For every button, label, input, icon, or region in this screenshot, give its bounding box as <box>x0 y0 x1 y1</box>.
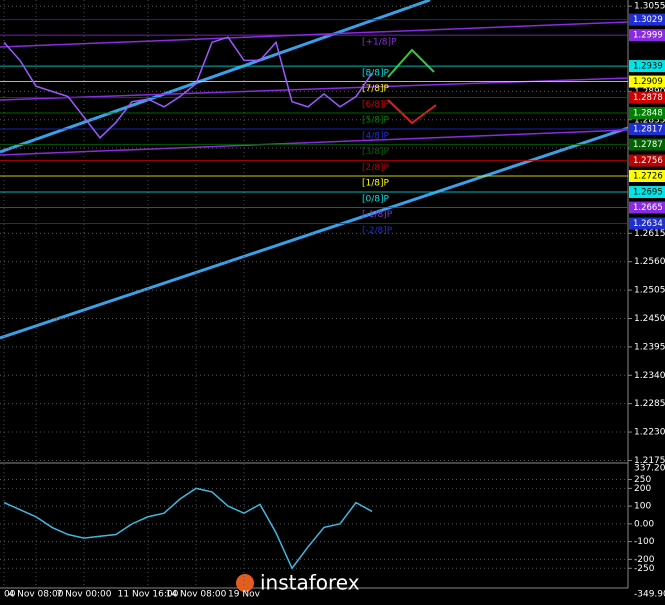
logo <box>236 574 254 592</box>
y-tick-label: -200 <box>634 555 655 565</box>
level-value: 1.3029 <box>633 15 663 25</box>
y-tick-label: 1.2230 <box>634 428 665 438</box>
level-tag: [6/8]P <box>362 100 390 110</box>
watermark: instaforex <box>260 571 360 595</box>
y-tick-label: 1.2560 <box>634 257 665 267</box>
level-box <box>629 75 665 88</box>
level-value: 1.2787 <box>633 140 663 150</box>
x-tick-label: 00 <box>4 590 16 600</box>
level-box <box>629 138 665 151</box>
x-tick-label: 7 Nov 00:00 <box>57 590 112 600</box>
level-box <box>629 217 665 230</box>
down-arrow <box>387 99 437 125</box>
y-tick-label: 1.3055 <box>634 2 665 12</box>
y-tick-label: 1.2505 <box>634 286 665 296</box>
level-tag: [3/8]P <box>362 147 390 157</box>
up-arrow <box>387 48 435 78</box>
level-value: 1.2909 <box>633 77 663 87</box>
y-tick-label: 1.2340 <box>634 371 665 381</box>
x-tick-label: 14 Nov 08:00 <box>166 590 227 600</box>
y-tick-label: 1.2615 <box>634 229 665 239</box>
level-value: 1.2634 <box>633 219 663 229</box>
level-tag: [8/8]P <box>362 69 390 79</box>
x-tick-label: 11 Nov 16:00 <box>118 590 179 600</box>
level-value: 1.2695 <box>633 188 663 198</box>
y-tick-label: 1.2450 <box>634 314 665 324</box>
y-limit-label: -349.9033 <box>634 590 665 600</box>
y-tick-label: 100 <box>634 502 651 512</box>
level-value: 1.2999 <box>633 31 663 41</box>
level-tag: [-2/8]P <box>362 226 393 236</box>
y-tick-label: 250 <box>634 475 651 485</box>
y-tick-label: 0.00 <box>634 519 654 529</box>
level-value: 1.2848 <box>633 109 663 119</box>
level-value: 1.2878 <box>633 93 663 103</box>
level-tag: [1/8]P <box>362 179 390 189</box>
level-tag: [7/8]P <box>362 84 390 94</box>
level-tag: [0/8]P <box>362 195 390 205</box>
level-box <box>629 107 665 120</box>
level-value: 1.2817 <box>633 125 663 135</box>
level-box <box>629 29 665 42</box>
level-value: 1.2726 <box>633 172 663 182</box>
y-tick-label: -250 <box>634 564 655 574</box>
level-box <box>629 154 665 167</box>
level-box <box>629 123 665 136</box>
level-box <box>629 201 665 214</box>
level-tag: [5/8]P <box>362 116 390 126</box>
level-box <box>629 60 665 73</box>
level-box <box>629 91 665 104</box>
y-limit-label: 337.2079 <box>634 464 665 474</box>
level-box <box>629 13 665 26</box>
x-tick-label: 19 Nov <box>228 590 261 600</box>
trend-lines <box>0 0 629 340</box>
level-tag: [2/8]P <box>362 163 390 173</box>
y-tick-label: 200 <box>634 484 651 494</box>
level-tag: [4/8]P <box>362 132 390 142</box>
y-tick-label: 1.2285 <box>634 399 665 409</box>
level-value: 1.2665 <box>633 203 663 213</box>
level-value: 1.2756 <box>633 156 663 166</box>
y-tick-label: -100 <box>634 537 655 547</box>
level-tag: [-1/8]P <box>362 210 393 220</box>
y-tick-label: 1.2835 <box>634 115 665 125</box>
price-line <box>3 36 373 139</box>
y-tick-label: 1.2175 <box>634 456 665 466</box>
x-tick-label: 4 Nov 08:00 <box>9 590 64 600</box>
price-line <box>3 487 373 570</box>
level-box <box>629 170 665 183</box>
level-value: 1.2939 <box>633 62 663 72</box>
level-box <box>629 186 665 199</box>
level-tag: [+1/8]P <box>362 38 397 48</box>
y-tick-label: 1.2395 <box>634 342 665 352</box>
